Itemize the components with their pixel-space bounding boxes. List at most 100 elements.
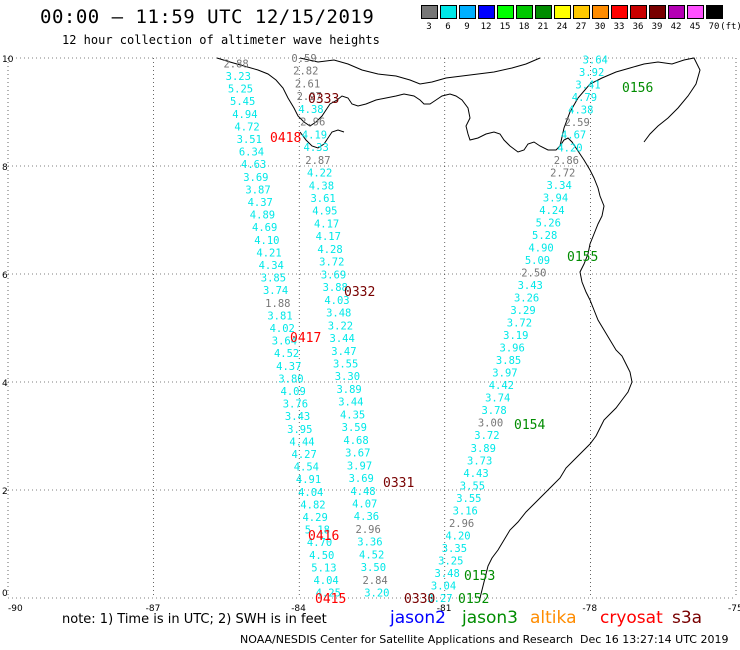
wave-height-value: 4.20 (557, 142, 582, 154)
wave-height-value: 4.35 (340, 409, 365, 421)
wave-height-value: 2.50 (521, 267, 546, 279)
wave-height-value: 2.82 (293, 66, 318, 78)
wave-height-value: 3.43 (518, 280, 543, 292)
pass-labels: 0333 0418 0156 0155 0332 0417 0154 0331 0416 0153… (270, 81, 653, 607)
wave-height-value: 3.95 (287, 424, 312, 436)
axis-tick-labels: -90 -87 -84 -81 -78 -75 0 2 4 6 8 10 (2, 55, 740, 614)
wave-height-value: 3.19 (503, 330, 528, 342)
wave-height-value: 4.54 (294, 462, 319, 474)
color-scale-label: 18 (518, 22, 530, 32)
wave-height-value: 3.36 (357, 537, 382, 549)
wave-height-value: 4.34 (259, 260, 284, 272)
color-scale-swatch (706, 5, 723, 19)
satellite-s3a: s3a (672, 608, 703, 628)
pass-label: 0156 (622, 81, 653, 96)
wave-height-value: 4.79 (572, 92, 597, 104)
wave-height-value: 3.35 (442, 543, 467, 555)
wave-height-value: 4.90 (528, 242, 553, 254)
wave-height-value: 3.76 (283, 399, 308, 411)
wave-height-value: 3.89 (336, 384, 361, 396)
wave-height-value: 4.04 (313, 575, 338, 587)
wave-height-value: 3.41 (575, 80, 600, 92)
color-scale-label: 6 (445, 22, 451, 32)
wave-height-value: 4.89 (250, 210, 275, 222)
wave-height-value: 4.67 (561, 130, 586, 142)
wave-height-value: 4.44 (289, 436, 314, 448)
wave-height-value: 3.43 (285, 411, 310, 423)
wave-height-value: 3.96 (500, 343, 525, 355)
color-scale-unit: (ft) (720, 22, 740, 32)
wave-height-value: 4.37 (276, 361, 301, 373)
wave-height-value: 4.94 (232, 109, 257, 121)
wave-height-value: 3.20 (364, 588, 389, 600)
wave-height-value: 2.61 (295, 78, 320, 90)
color-scale-swatch (630, 5, 647, 19)
satellite-cryosat: cryosat (600, 608, 663, 628)
lon-tick-label: -84 (291, 604, 306, 614)
wave-height-value: 4.48 (350, 486, 375, 498)
wave-height-value: 3.25 (438, 555, 463, 567)
wave-height-value: 2.88 (223, 58, 248, 70)
wave-height-value: 4.70 (307, 537, 332, 549)
color-scale-swatch (611, 5, 628, 19)
satellite-altika: altika (530, 608, 577, 628)
wave-height-value: 3.51 (237, 134, 262, 146)
wave-height-value: 3.81 (267, 310, 292, 322)
wave-height-value: 3.69 (349, 473, 374, 485)
wave-height-value: 3.55 (333, 358, 358, 370)
satellite-jason3: jason3 (462, 608, 518, 628)
wave-height-value: 5.45 (230, 96, 255, 108)
wave-height-value: 4.95 (312, 206, 337, 218)
wave-height-value: 3.04 (431, 580, 456, 592)
wave-height-value: 3.92 (579, 67, 604, 79)
wave-height-value: 4.52 (359, 549, 384, 561)
color-scale-swatch (592, 5, 609, 19)
wave-height-value: 3.00 (478, 418, 503, 430)
wave-height-value: 4.21 (256, 247, 281, 259)
wave-height-value: 1.88 (265, 298, 290, 310)
wave-height-value: 4.38 (309, 180, 334, 192)
wave-height-value: 4.69 (252, 222, 277, 234)
pass-label: 0332 (344, 285, 375, 300)
lat-tick-label: 6 (2, 271, 8, 281)
pass-label: 0330 (404, 592, 435, 607)
lat-lon-grid (7, 57, 737, 599)
color-scale-swatch (440, 5, 457, 19)
color-scale-label: 24 (556, 22, 568, 32)
map-subtitle: 12 hour collection of altimeter wave hei… (62, 33, 380, 47)
lat-tick-label: 4 (2, 379, 8, 389)
wave-height-value: 3.30 (335, 371, 360, 383)
wave-height-value: 3.16 (453, 505, 478, 517)
wave-height-value: 3.67 (345, 448, 370, 460)
pass-label: 0418 (270, 131, 301, 146)
wave-height-value: 3.48 (435, 568, 460, 580)
wave-height-value: 4.82 (300, 499, 325, 511)
wave-height-value: 4.28 (317, 244, 342, 256)
wave-height-value: 5.09 (525, 255, 550, 267)
wave-height-value: 4.38 (298, 104, 323, 116)
wave-height-value: 2.96 (300, 117, 325, 129)
wave-height-value: 4.25 (316, 588, 341, 600)
wave-height-value: 2.86 (554, 155, 579, 167)
altimeter-tracks: 2.883.235.255.454.944.723.516.344.633.69… (223, 53, 607, 605)
wave-height-value: 5.13 (311, 562, 336, 574)
wave-height-value: 4.27 (292, 449, 317, 461)
wave-height-value: 4.63 (241, 159, 266, 171)
wave-height-value: 3.34 (546, 180, 571, 192)
coastline-caribbean (299, 57, 541, 85)
color-scale-label: 36 (632, 22, 644, 32)
color-scale-swatch (649, 5, 666, 19)
color-scale-label: 3 (426, 22, 432, 32)
wave-height-value: 3.72 (507, 318, 532, 330)
color-scale-swatch (421, 5, 438, 19)
color-scale-swatch (554, 5, 571, 19)
wave-height-value: 5.25 (228, 84, 253, 96)
color-scale-swatch (668, 5, 685, 19)
coastline-panama-gulf (299, 129, 345, 149)
wave-height-value: 4.17 (314, 218, 339, 230)
wave-height-value: 4.22 (307, 168, 332, 180)
color-scale-label: 33 (613, 22, 625, 32)
wave-height-value: 2.96 (356, 524, 381, 536)
wave-height-value: 3.64 (583, 55, 608, 67)
